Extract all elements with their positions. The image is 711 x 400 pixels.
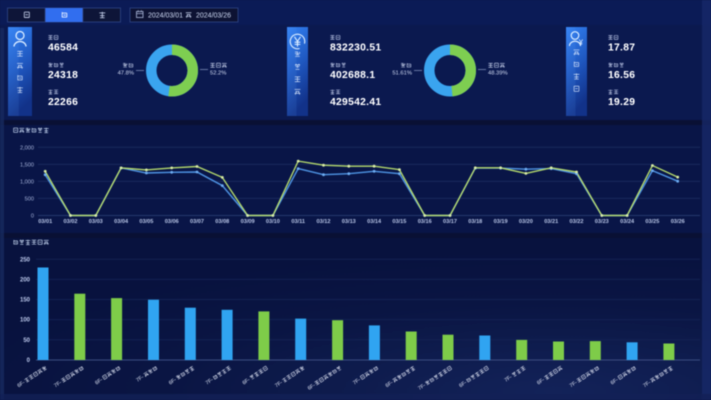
svg-text:7F-: 7F- (504, 374, 514, 383)
svg-text:24318: 24318 (48, 70, 78, 81)
svg-text:7F-: 7F- (205, 377, 215, 386)
svg-text:6F-: 6F- (168, 377, 178, 386)
svg-text:1,500: 1,500 (20, 162, 34, 168)
svg-text:6F-: 6F- (610, 377, 620, 386)
svg-text:22266: 22266 (48, 97, 78, 108)
svg-text:03/16: 03/16 (418, 219, 432, 225)
svg-text:03/04: 03/04 (114, 219, 129, 225)
svg-text:03/25: 03/25 (645, 219, 659, 225)
svg-text:2024/03/01: 2024/03/01 (148, 13, 183, 20)
svg-text:03/13: 03/13 (342, 219, 356, 225)
svg-text:429542.41: 429542.41 (330, 97, 381, 108)
svg-text:2,000: 2,000 (20, 145, 34, 151)
svg-text:7F-: 7F- (417, 382, 427, 391)
svg-text:03/05: 03/05 (139, 219, 153, 225)
svg-text:7F-: 7F- (274, 380, 284, 389)
svg-text:16.56: 16.56 (608, 70, 635, 81)
svg-text:03/21: 03/21 (544, 219, 558, 225)
svg-text:03/06: 03/06 (165, 219, 179, 225)
svg-text:7F-: 7F- (53, 380, 63, 389)
svg-text:2024/03/26: 2024/03/26 (196, 13, 231, 20)
svg-text:03/19: 03/19 (494, 219, 508, 225)
svg-text:50: 50 (23, 338, 30, 344)
svg-text:03/07: 03/07 (190, 219, 204, 225)
svg-text:46584: 46584 (48, 43, 78, 54)
svg-text:03/18: 03/18 (468, 219, 482, 225)
svg-text:03/09: 03/09 (241, 219, 255, 225)
svg-text:200: 200 (20, 277, 31, 283)
svg-text:19.29: 19.29 (608, 97, 635, 108)
svg-text:832230.51: 832230.51 (330, 43, 381, 54)
svg-text:500: 500 (25, 196, 34, 202)
svg-text:6F-: 6F- (385, 380, 395, 389)
svg-text:52.2%: 52.2% (210, 70, 226, 76)
svg-text:6F-: 6F- (536, 377, 546, 386)
svg-text:03/08: 03/08 (215, 219, 229, 225)
svg-text:03/15: 03/15 (392, 219, 406, 225)
svg-text:402688.1: 402688.1 (330, 70, 375, 81)
svg-text:6F-: 6F- (307, 382, 317, 391)
svg-text:03/17: 03/17 (443, 219, 457, 225)
svg-text:6F-: 6F- (94, 377, 104, 386)
svg-text:0: 0 (27, 358, 31, 364)
svg-text:150: 150 (20, 298, 31, 304)
svg-text:03/10: 03/10 (266, 219, 280, 225)
svg-text:03/26: 03/26 (671, 219, 685, 225)
svg-text:6F-: 6F- (16, 380, 26, 389)
svg-text:47.8%: 47.8% (118, 70, 134, 76)
svg-text:03/01: 03/01 (38, 219, 52, 225)
svg-text:17.87: 17.87 (608, 43, 635, 54)
svg-text:03/20: 03/20 (519, 219, 533, 225)
svg-text:7F-: 7F- (642, 380, 652, 389)
svg-text:03/22: 03/22 (570, 219, 584, 225)
svg-text:51.61%: 51.61% (392, 70, 412, 76)
svg-text:6F-: 6F- (458, 380, 468, 389)
svg-text:1,000: 1,000 (20, 179, 34, 185)
svg-text:7F-: 7F- (569, 380, 579, 389)
svg-text:100: 100 (20, 318, 31, 324)
svg-text:03/03: 03/03 (89, 219, 103, 225)
svg-text:6F-: 6F- (242, 377, 252, 386)
svg-text:03/14: 03/14 (367, 219, 382, 225)
svg-text:03/11: 03/11 (291, 219, 305, 225)
svg-text:03/23: 03/23 (595, 219, 609, 225)
svg-text:03/24: 03/24 (620, 219, 635, 225)
svg-text:7F-: 7F- (352, 377, 362, 386)
svg-text:48.39%: 48.39% (488, 70, 508, 76)
svg-text:03/12: 03/12 (317, 219, 331, 225)
svg-text:0: 0 (31, 214, 34, 220)
svg-text:7F-: 7F- (135, 374, 145, 383)
svg-text:03/02: 03/02 (64, 219, 78, 225)
svg-text:250: 250 (20, 257, 31, 263)
